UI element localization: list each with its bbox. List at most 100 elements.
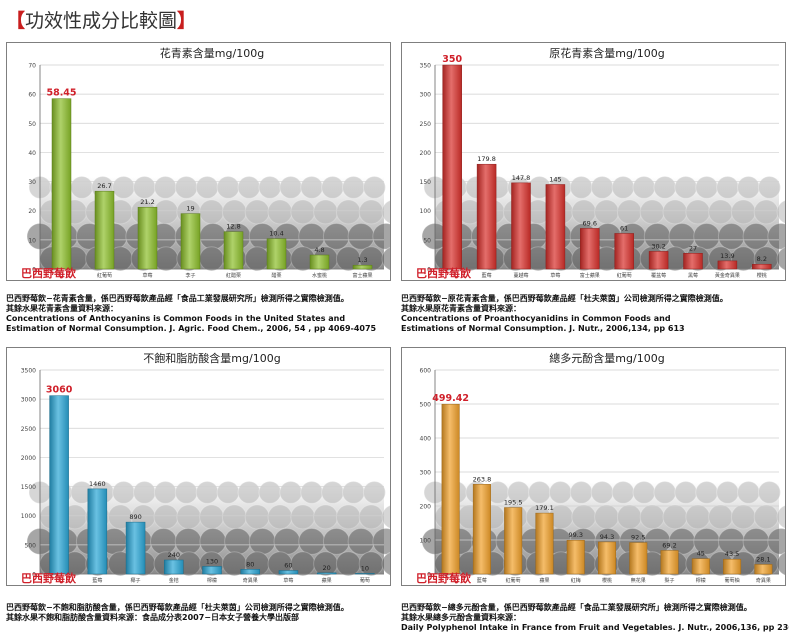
bar [648,251,669,270]
bar [180,213,201,270]
data-label: 147.8 [512,174,531,182]
y-tick-label: 300 [420,92,432,99]
data-label: 69.2 [662,541,676,549]
y-tick-label: 200 [420,150,432,157]
x-tick-label: 紅醋栗 [226,272,241,279]
x-tick-label: 紅梅 [571,577,581,584]
caption-line: Concentrations of Proanthocyanidins in C… [401,314,671,323]
data-label: 499.42 [432,393,469,404]
y-tick-label: 500 [25,542,37,549]
bar [355,573,375,575]
y-tick-label: 1500 [21,484,36,491]
bar [223,231,244,270]
y-tick-label: 150 [420,179,432,186]
brand-logo: 巴西野莓飲 [416,571,472,585]
bar [660,550,679,575]
bar [717,260,738,270]
x-tick-label: 奇異果 [756,577,771,584]
y-tick-label: 1000 [21,513,36,520]
y-tick-label: 10 [28,237,36,244]
chart-title: 花青素含量mg/100g [160,46,264,60]
caption-line: 其餘水果原花青素含量資料來源： [401,304,521,313]
x-tick-label: 藍莓 [477,577,487,584]
data-label: 240 [168,551,180,559]
page-title: 【功效性成分比較圖】 [6,6,196,33]
x-tick-label: 蘋果 [322,577,332,584]
x-tick-label: 葡萄柚 [725,577,740,584]
data-label: 10.4 [269,230,283,238]
y-tick-label: 2000 [21,455,36,462]
brand-logo: 巴西野莓飲 [21,571,77,585]
bar [580,228,600,270]
data-label: 27 [689,244,697,252]
x-tick-label: 草莓 [283,577,293,584]
caption-line: Daily Polyphenol Intake in France from F… [401,623,789,632]
data-label: 69.6 [583,219,597,227]
x-tick-label: 紅葡萄 [617,272,632,279]
data-label: 60 [284,562,292,570]
bar [614,233,634,270]
data-label: 179.1 [535,504,554,512]
y-tick-label: 400 [420,436,432,443]
y-tick-label: 300 [420,470,432,477]
bar [597,541,617,575]
bar [316,572,337,575]
y-tick-label: 200 [420,504,432,511]
x-tick-label: 奇異果 [243,577,258,584]
bar [137,206,158,270]
chart-anthocyanins: 0 10 20 30 40 50 60 70 花青素含量mg/100g 58.45 26.7 紅葡萄 2… [6,42,391,281]
data-label: 58.45 [46,88,76,99]
bar [476,163,497,270]
bar [683,253,703,270]
bar [629,542,648,575]
bar [164,559,184,575]
bar [278,570,299,575]
bar [566,539,585,575]
brand-logo: 巴西野莓飲 [416,266,472,280]
x-tick-label: 無花果 [631,577,646,584]
data-label: 350 [442,54,462,65]
y-tick-label: 500 [420,402,432,409]
bar [691,558,710,575]
x-tick-label: 富士蘋果 [352,272,372,279]
data-label: 26.7 [97,182,111,190]
x-tick-label: 草莓 [550,272,560,279]
x-tick-label: 藍莓 [482,272,492,279]
data-label: 263.8 [473,475,492,483]
chart-title: 不飽和脂肪酸含量mg/100g [143,351,280,365]
x-tick-label: 黃金奇異果 [715,272,740,279]
data-label: 99.3 [568,531,582,539]
data-label: 1460 [89,480,106,488]
bar [511,182,531,270]
x-tick-label: 藍莓 [92,577,102,584]
data-label: 61 [620,224,628,232]
caption-line: Concentrations of Anthocyanins is Common… [6,314,346,323]
x-tick-label: 富士蘋果 [580,272,600,279]
bar [535,512,554,575]
chart-svg: 0 500 1000 1500 2000 2500 3000 3500 不飽和脂肪酸含量mg/1… [21,351,390,585]
data-label: 19 [186,205,194,213]
chart-unsaturated-fatty-acids: 0 500 1000 1500 2000 2500 3000 3500 不飽和脂肪酸含量mg/1… [6,347,391,586]
chart-svg: 0 100 200 300 400 500 600 總多元酚含量mg/100g 499.42 26… [416,351,785,585]
bar [87,488,108,575]
y-tick-label: 3000 [21,397,36,404]
data-label: 130 [206,557,218,565]
data-label: 13.9 [720,252,734,260]
bar [441,403,460,575]
brand-logo: 巴西野莓飲 [21,266,77,280]
x-tick-label: 李子 [185,272,195,279]
data-label: 8.2 [757,255,767,263]
x-tick-label: 椰子 [131,577,141,584]
y-tick-label: 100 [420,538,432,545]
x-tick-label: 梨子 [665,577,675,584]
x-tick-label: 黑莓 [688,272,698,279]
x-tick-label: 櫻桃 [757,272,767,279]
caption-anthocyanins: 巴西野莓飲−花青素含量，係巴西野莓飲產品經「食品工業發展研究所」檢測所得之實際檢… [6,294,394,334]
title-bracket-open: 【 [6,10,26,32]
x-tick-label: 蘋果 [539,577,549,584]
y-tick-label: 50 [423,237,431,244]
bar [723,558,742,575]
data-label: 21.2 [140,198,154,206]
chart-proanthocyanidins: 0 50 100 150 200 250 300 350 原花青素含量mg/100g 350 179… [401,42,786,281]
y-tick-label: 600 [420,368,432,375]
